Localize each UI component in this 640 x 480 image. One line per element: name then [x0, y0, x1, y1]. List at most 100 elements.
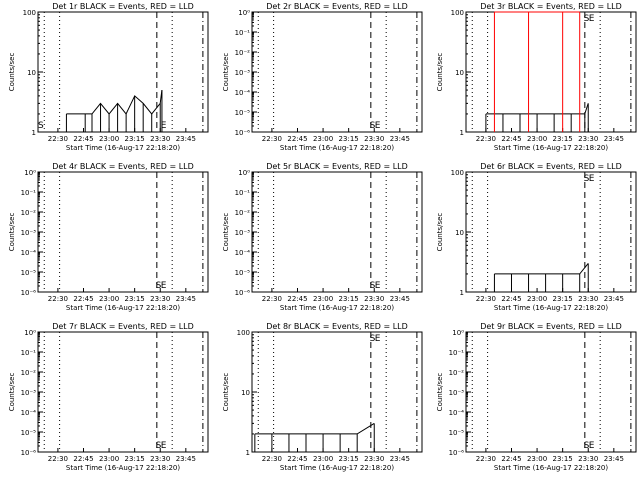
y-tick-label: 10⁻³: [449, 389, 465, 397]
x-axis-label: Start Time (16-Aug-17 22:18:20): [494, 144, 608, 152]
y-tick-label: 10⁻¹: [235, 29, 251, 37]
y-axis-label: Counts/sec: [436, 53, 444, 92]
y-axis-label: Counts/sec: [8, 213, 16, 252]
x-tick-label: 22:30: [48, 455, 68, 463]
y-tick-label: 10⁻¹: [449, 349, 465, 357]
x-tick-label: 22:45: [73, 135, 93, 143]
x-tick-label: 23:45: [604, 295, 624, 303]
y-tick-label: 10⁰: [452, 329, 464, 337]
y-tick-label: 10⁻⁴: [21, 409, 37, 417]
x-tick-label: 23:00: [99, 455, 119, 463]
y-axis-label: Counts/sec: [8, 373, 16, 412]
y-axis-label: Counts/sec: [436, 373, 444, 412]
x-tick-label: 23:00: [313, 295, 333, 303]
x-tick-label: 23:15: [339, 455, 359, 463]
marker-S: S: [370, 281, 376, 291]
y-tick-label: 10⁻⁶: [21, 449, 37, 457]
series-line: [254, 422, 375, 435]
x-tick-label: 22:30: [48, 135, 68, 143]
x-tick-label: 23:30: [150, 295, 170, 303]
x-tick-label: 23:30: [578, 295, 598, 303]
x-tick-label: 23:45: [176, 295, 196, 303]
x-tick-label: 23:00: [527, 455, 547, 463]
panel-det-4r: Det 4r BLACK = Events, RED = LLD 10⁻⁶ 10⁻⁵…: [8, 162, 209, 312]
x-tick-label: 23:45: [604, 455, 624, 463]
x-tick-label: 23:45: [176, 455, 196, 463]
x-tick-label: 22:30: [262, 135, 282, 143]
y-tick-label: 10⁻⁵: [235, 269, 251, 277]
y-tick-label: 100: [237, 329, 250, 337]
y-tick-label: 10⁻⁶: [449, 449, 465, 457]
x-axis-label: Start Time (16-Aug-17 22:18:20): [280, 464, 394, 472]
y-tick-label: 10⁻⁵: [21, 429, 37, 437]
panel-det-2r: Det 2r BLACK = Events, RED = LLD 10⁻⁶ 10⁻⁵…: [222, 2, 423, 152]
y-tick-label: 10⁻²: [21, 369, 37, 377]
x-tick-label: 23:45: [604, 135, 624, 143]
marker-S: S: [370, 334, 376, 344]
x-tick-label: 23:15: [125, 295, 145, 303]
marker-S: S: [156, 281, 162, 291]
x-tick-label: 23:45: [390, 135, 410, 143]
marker-E: E: [161, 281, 167, 291]
y-tick-label: 10⁻³: [21, 389, 37, 397]
y-tick-label: 100: [23, 9, 36, 17]
y-tick-label: 10⁻¹: [21, 189, 37, 197]
x-tick-label: 22:45: [501, 295, 521, 303]
y-tick-label: 1: [460, 289, 464, 297]
x-tick-label: 23:30: [364, 295, 384, 303]
y-tick-label: 10⁻²: [449, 369, 465, 377]
panel-det-9r: Det 9r BLACK = Events, RED = LLD 10⁻⁶ 10⁻⁵…: [436, 322, 637, 472]
y-tick-label: 10⁻⁵: [449, 429, 465, 437]
y-tick-label: 10⁻³: [21, 229, 37, 237]
panel-title: Det 9r BLACK = Events, RED = LLD: [480, 322, 622, 331]
marker-E: E: [589, 14, 595, 24]
x-tick-label: 23:30: [150, 135, 170, 143]
x-tick-label: 23:15: [339, 295, 359, 303]
x-axis-label: Start Time (16-Aug-17 22:18:20): [66, 304, 180, 312]
y-tick-label: 10⁻⁵: [235, 109, 251, 117]
y-tick-label: 10⁻¹: [21, 349, 37, 357]
y-tick-label: 10⁻²: [235, 209, 251, 217]
y-tick-label: 10⁻³: [235, 229, 251, 237]
y-tick-label: 10⁻⁶: [235, 129, 251, 137]
x-tick-label: 23:15: [553, 455, 573, 463]
y-tick-label: 10⁻⁵: [21, 269, 37, 277]
x-axis-label: Start Time (16-Aug-17 22:18:20): [280, 144, 394, 152]
x-tick-label: 23:15: [125, 455, 145, 463]
y-tick-label: 10⁻⁶: [21, 289, 37, 297]
panel-title: Det 3r BLACK = Events, RED = LLD: [480, 2, 622, 11]
panel-det-6r: Det 6r BLACK = Events, RED = LLD 1 10 100 22…: [436, 162, 637, 312]
panel-det-3r: Det 3r BLACK = Events, RED = LLD 1 10 100 22…: [436, 2, 637, 152]
x-tick-label: 23:45: [390, 455, 410, 463]
x-tick-label: 23:00: [527, 295, 547, 303]
x-tick-label: 22:45: [501, 455, 521, 463]
x-tick-label: 22:30: [476, 135, 496, 143]
y-tick-label: 10⁰: [24, 169, 36, 177]
series-line: [66, 90, 163, 115]
marker-S: S: [584, 174, 590, 184]
marker-E: E: [589, 174, 595, 184]
x-tick-label: 22:45: [73, 455, 93, 463]
y-axis-label: Counts/sec: [222, 213, 230, 252]
marker-E: E: [375, 334, 381, 344]
y-tick-label: 10⁻⁴: [449, 409, 465, 417]
marker-S: S: [370, 121, 376, 131]
x-tick-label: 22:45: [287, 455, 307, 463]
marker-E: E: [375, 281, 381, 291]
y-tick-label: 10⁻⁴: [235, 89, 251, 97]
marker-S: S: [38, 121, 44, 131]
panel-det-1r: Det 1r BLACK = Events, RED = LLD 1 10 100 22…: [8, 2, 209, 152]
x-tick-label: 23:00: [99, 135, 119, 143]
panel-det-8r: Det 8r BLACK = Events, RED = LLD 1 10 100 22…: [222, 322, 423, 472]
x-tick-label: 22:30: [262, 455, 282, 463]
panel-det-5r: Det 5r BLACK = Events, RED = LLD 10⁻⁶ 10⁻⁵…: [222, 162, 423, 312]
y-tick-label: 10⁻¹: [235, 189, 251, 197]
y-tick-label: 10⁻²: [235, 49, 251, 57]
x-tick-label: 23:30: [578, 455, 598, 463]
panel-title: Det 7r BLACK = Events, RED = LLD: [52, 322, 194, 331]
y-axis-label: Counts/sec: [436, 213, 444, 252]
x-tick-label: 23:15: [125, 135, 145, 143]
y-tick-label: 10⁻⁴: [235, 249, 251, 257]
